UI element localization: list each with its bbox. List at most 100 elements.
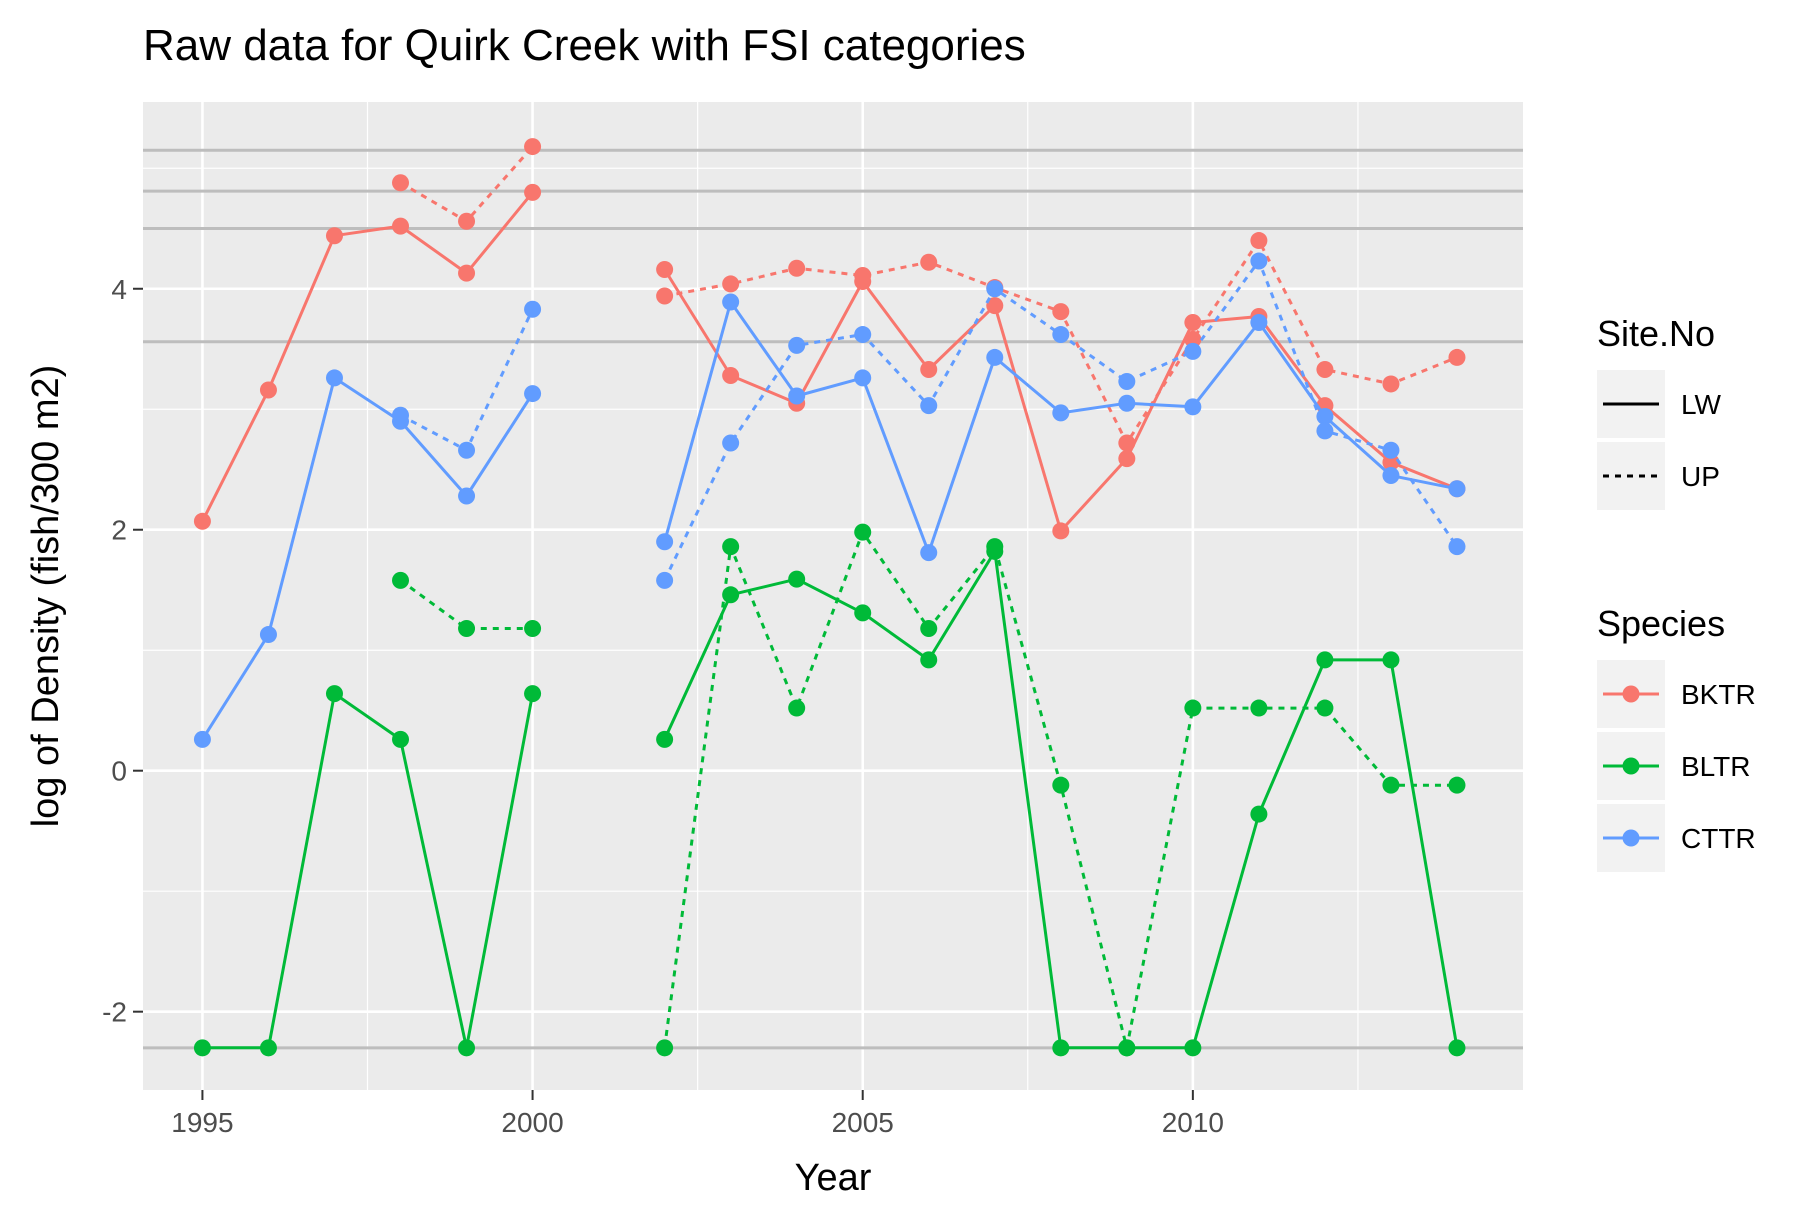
- data-point-bltr-lw: [193, 1039, 211, 1057]
- data-point-bltr-up: [392, 571, 410, 589]
- data-point-cttr-lw: [920, 544, 938, 562]
- data-point-bktr-lw: [1382, 453, 1400, 471]
- data-point-cttr-up: [392, 406, 410, 424]
- data-point-cttr-up: [1118, 373, 1136, 391]
- data-point-bltr-up: [458, 620, 476, 638]
- fsi-reference-lines: [143, 148, 1523, 1050]
- legend-key-point-bltr: [1622, 757, 1640, 775]
- data-point-cttr-up: [854, 326, 872, 344]
- data-point-bltr-up: [656, 1039, 674, 1057]
- y-axis-label: log of Density (fish/300 m2): [25, 365, 67, 828]
- data-point-cttr-up: [1250, 252, 1268, 270]
- data-point-bltr-up: [920, 620, 938, 638]
- data-point-cttr-lw: [1250, 313, 1268, 331]
- data-point-cttr-lw: [524, 385, 542, 403]
- data-point-bktr-up: [1448, 348, 1466, 366]
- data-point-bktr-up: [458, 212, 476, 230]
- data-point-cttr-up: [1382, 441, 1400, 459]
- data-point-bltr-up: [524, 620, 542, 638]
- data-point-cttr-lw: [193, 730, 211, 748]
- data-point-bktr-up: [1118, 434, 1136, 452]
- x-tick-label: 1995: [171, 1107, 233, 1138]
- legend-label-cttr: CTTR: [1681, 823, 1756, 854]
- x-tick-label: 2005: [832, 1107, 894, 1138]
- legend: Site.No LW UP Species BKTR BLTR CTTR: [1597, 313, 1756, 872]
- legend-title: Site.No: [1597, 313, 1715, 354]
- data-point-bktr-up: [722, 275, 740, 293]
- data-point-bktr-lw: [392, 217, 410, 235]
- data-point-bltr-up: [1118, 1039, 1136, 1057]
- data-point-bktr-up: [1382, 375, 1400, 393]
- data-point-bktr-up: [524, 138, 542, 156]
- data-point-cttr-up: [788, 336, 806, 354]
- data-point-bltr-lw: [1052, 1039, 1070, 1057]
- data-point-bktr-lw: [656, 260, 674, 278]
- x-tick-label: 2010: [1162, 1107, 1224, 1138]
- data-point-bktr-up: [854, 267, 872, 285]
- data-point-bktr-lw: [325, 227, 343, 245]
- data-point-bltr-lw: [1250, 805, 1268, 823]
- data-point-bltr-lw: [656, 730, 674, 748]
- data-point-cttr-up: [1448, 538, 1466, 556]
- data-point-cttr-lw: [986, 348, 1004, 366]
- series-line-bltr-up: [399, 579, 533, 630]
- data-point-cttr-up: [1184, 342, 1202, 360]
- data-point-cttr-up: [1052, 326, 1070, 344]
- data-point-bltr-lw: [392, 730, 410, 748]
- y-tick-label: 0: [111, 756, 127, 787]
- data-point-bktr-up: [392, 174, 410, 192]
- data-point-bltr-up: [1250, 699, 1268, 717]
- data-point-cttr-up: [458, 441, 476, 459]
- data-point-cttr-lw: [722, 293, 740, 311]
- series-line-bltr-lw: [202, 692, 535, 1050]
- x-axis: 1995 2000 2005 2010: [171, 1090, 1224, 1138]
- data-point-bltr-lw: [458, 1039, 476, 1057]
- data-point-bltr-lw: [788, 570, 806, 588]
- data-point-cttr-lw: [1052, 404, 1070, 422]
- data-point-bltr-lw: [854, 604, 872, 622]
- legend-key-point-bktr: [1622, 685, 1640, 703]
- legend-key-point-cttr: [1622, 829, 1640, 847]
- series-line-cttr-lw: [201, 376, 534, 741]
- data-point-bktr-lw: [722, 367, 740, 385]
- data-point-bktr-up: [1316, 360, 1334, 378]
- data-point-bktr-up: [788, 259, 806, 277]
- data-point-cttr-lw: [325, 369, 343, 387]
- data-point-cttr-lw: [259, 626, 277, 644]
- data-point-bltr-up: [1052, 776, 1070, 794]
- data-point-bltr-lw: [1184, 1039, 1202, 1057]
- legend-label-bktr: BKTR: [1681, 679, 1756, 710]
- y-axis: -2 0 2 4: [102, 274, 143, 1028]
- data-point-bktr-lw: [920, 360, 938, 378]
- data-point-cttr-up: [920, 397, 938, 415]
- series-line-bktr-lw: [201, 191, 534, 522]
- data-point-bktr-lw: [1052, 522, 1070, 540]
- minor-gridlines: [143, 102, 1523, 1090]
- x-tick-label: 2000: [501, 1107, 563, 1138]
- data-point-bltr-lw: [1382, 651, 1400, 669]
- legend-title: Species: [1597, 603, 1725, 644]
- data-point-cttr-lw: [458, 487, 476, 505]
- data-point-bktr-lw: [193, 512, 211, 530]
- data-point-cttr-lw: [1118, 394, 1136, 412]
- data-point-cttr-up: [986, 280, 1004, 298]
- data-point-bktr-lw: [259, 381, 277, 399]
- data-point-cttr-up: [722, 434, 740, 452]
- y-tick-label: -2: [102, 997, 127, 1028]
- data-point-bktr-up: [920, 253, 938, 271]
- data-point-bltr-lw: [524, 685, 542, 703]
- y-tick-label: 2: [111, 515, 127, 546]
- data-point-cttr-lw: [656, 533, 674, 551]
- data-point-cttr-lw: [1448, 480, 1466, 498]
- data-point-bktr-up: [656, 287, 674, 305]
- data-point-cttr-up: [524, 300, 542, 318]
- data-point-bktr-lw: [986, 297, 1004, 315]
- legend-label-bltr: BLTR: [1681, 751, 1751, 782]
- legend-label-lw: LW: [1681, 389, 1721, 420]
- data-point-cttr-up: [656, 571, 674, 589]
- data-point-cttr-lw: [1184, 398, 1202, 416]
- x-axis-label: Year: [795, 1157, 872, 1199]
- data-point-bltr-up: [788, 699, 806, 717]
